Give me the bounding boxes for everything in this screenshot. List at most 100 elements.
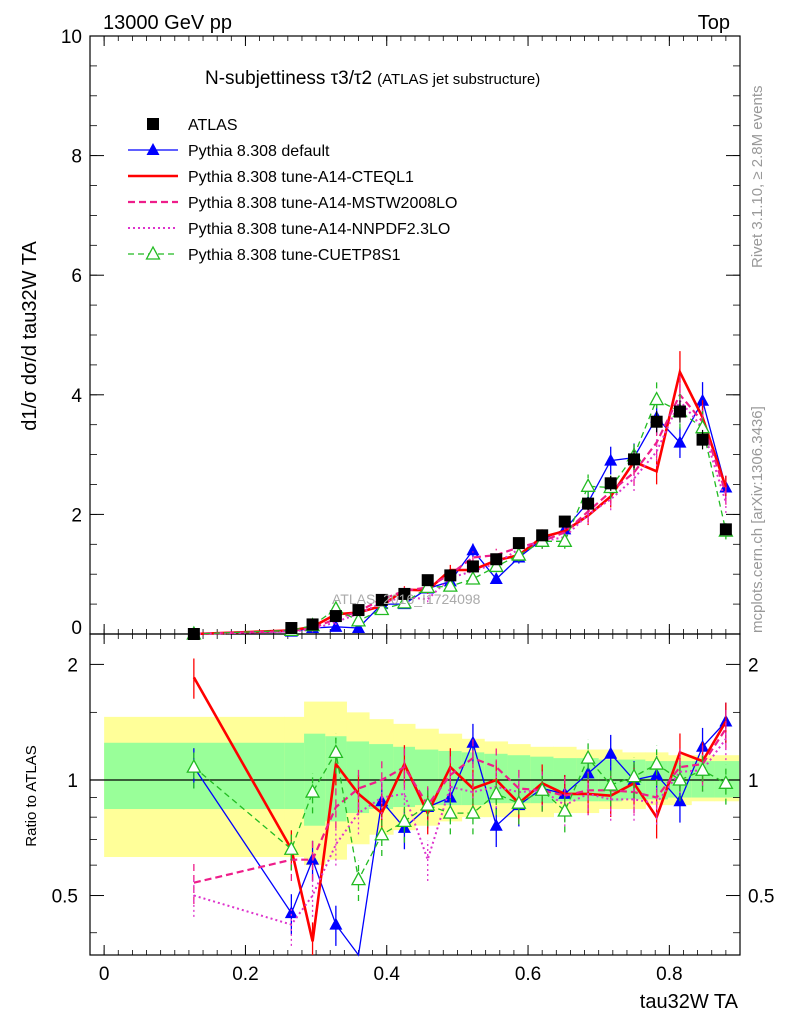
series-atlas [187,400,732,640]
y-tick-label: 8 [71,147,82,168]
ratio-tick-label: 2 [67,655,78,676]
ratio-tick-label: 0.5 [52,887,78,908]
x-tick-label: 0.6 [515,964,541,985]
rivet-version-label: Rivet 3.1.10, ≥ 2.8M events [749,86,766,269]
series-point [673,435,687,448]
ratio-point [489,818,503,831]
legend-label: Pythia 8.308 tune-CUETP8S1 [188,247,401,264]
data-point [558,515,571,528]
data-point [352,604,365,617]
ratio-point [604,746,618,759]
analysis-watermark: ATLAS_2016_I1724098 [332,591,481,607]
ratio-point [304,783,321,798]
legend-marker [146,143,160,155]
ratio-tick-label-right: 0.5 [748,887,774,908]
x-axis-label: tau32W TA [640,991,739,1013]
ratio-point [694,761,711,776]
series-point [580,477,596,492]
y-axis-label: d1/σ dσ/d tau32W TA [19,241,41,431]
legend-label: Pythia 8.308 tune-A14-CTEQL1 [188,169,414,186]
series-point [696,393,710,406]
ratio-tick-label-right: 1 [748,771,759,792]
ratio-point [328,744,344,759]
data-point [536,529,549,542]
legend-marker [147,118,159,130]
y-tick-label: 10 [61,27,82,48]
ratio-point [420,796,436,811]
y-axis-label-text: d1/σ dσ/d tau32W TA [19,241,41,431]
y-tick-label: 2 [71,505,82,526]
ratio-point [511,794,527,809]
ratio-point [718,774,734,789]
data-point [421,574,434,587]
ratio-tick-label: 1 [67,771,78,792]
data-point [673,405,686,418]
legend-entry: Pythia 8.308 tune-A14-CTEQL1 [128,169,414,186]
chart-title-slash: / [349,68,355,89]
legend-entry: Pythia 8.308 tune-A14-MSTW2008LO [128,195,457,212]
series-point [511,546,527,561]
legend-label: Pythia 8.308 tune-A14-NNPDF2.3LO [188,221,450,238]
chart-title: N-subjettiness τ3/τ2 (ATLAS jet substruct… [205,68,540,89]
series-point [649,391,665,406]
x-tick-label: 0.8 [656,964,682,985]
data-point [466,560,479,573]
ratio-point [374,826,390,841]
ratio-point [649,755,665,770]
header-right-label: Top [698,12,730,34]
data-point [650,415,663,428]
legend-label: Pythia 8.308 tune-A14-MSTW2008LO [188,195,457,212]
chart-title-tau2: τ2 [354,68,372,89]
ratio-point [283,840,299,855]
series-point [374,601,390,616]
ratio-point [603,776,619,791]
series-point [488,558,504,573]
series-point [396,594,412,609]
series-point [466,543,480,556]
y-tick-label: 6 [71,266,82,287]
data-point [582,497,595,510]
data-point [719,523,732,536]
x-tick-label: 0.4 [374,964,401,985]
legend-entry: Pythia 8.308 tune-A14-NNPDF2.3LO [128,221,450,238]
ratio-point [465,804,481,819]
main-series-layer [186,351,734,640]
data-point [512,537,525,550]
series-line [193,398,727,635]
ratio-axis-label: Ratio to ATLAS [23,745,40,846]
ratio-series-layer [186,658,734,957]
ratio-point [580,749,596,764]
ratio-point [396,813,412,828]
data-point [398,587,411,600]
axes: 0 0.2 0.4 0.6 0.8 0 2 4 6 8 10 0.5 0.5 1 1 2 2 [52,27,775,985]
legend-entry: Pythia 8.308 tune-CUETP8S1 [128,245,401,264]
data-point [306,618,319,631]
series-point [489,571,503,584]
ratio-line [193,728,727,884]
series-point [420,578,436,594]
data-point [604,477,617,490]
band-green [284,742,305,810]
data-point [696,433,709,446]
x-tick-label: 0 [99,964,110,985]
data-point [187,628,200,640]
series-point [557,532,573,547]
legend: ATLAS Pythia 8.308 default Pythia 8.308 tu… [128,117,457,264]
y-tick-label: 0 [71,618,82,639]
data-point [628,453,641,466]
data-point [285,622,298,635]
ratio-point [186,758,202,773]
data-point [329,610,342,623]
series-point [351,621,365,634]
chart-title-suffix: (ATLAS jet substructure) [377,71,540,88]
ratio-point [329,917,343,930]
ratio-uncertainty-bands [104,701,740,866]
ratio-point [488,785,504,800]
legend-entry: Pythia 8.308 default [128,143,330,160]
ratio-point [672,771,688,786]
series-point [465,570,481,585]
legend-marker [145,245,161,260]
y-tick-label: 4 [71,386,82,407]
data-point [490,553,503,566]
